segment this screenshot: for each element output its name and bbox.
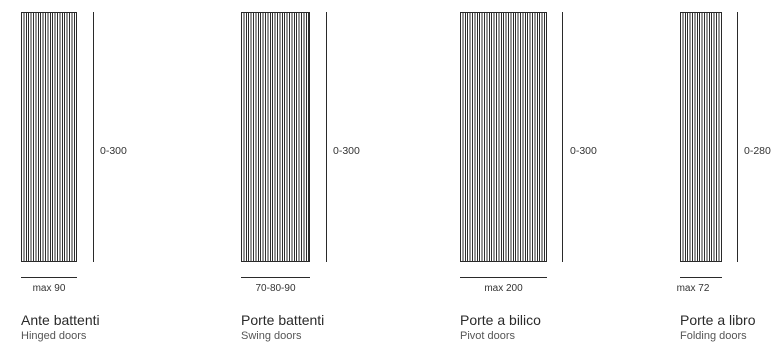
width-label: 70-80-90: [255, 283, 296, 294]
door-subtitle: Swing doors: [241, 330, 302, 342]
width-label: max 200: [484, 283, 523, 294]
height-label: 0-300: [333, 145, 360, 157]
height-label: 0-280: [744, 145, 771, 157]
height-dimension-line: [562, 12, 563, 262]
door-drawing: [21, 12, 77, 262]
width-label: max 72: [676, 283, 710, 294]
door-drawing: [241, 12, 310, 262]
width-dimension-line: [460, 277, 547, 278]
door-title: Ante battenti: [21, 312, 100, 328]
door-drawing: [460, 12, 547, 262]
height-label: 0-300: [100, 145, 127, 157]
door-subtitle: Pivot doors: [460, 330, 516, 342]
height-dimension-line: [737, 12, 738, 262]
width-dimension-line: [680, 277, 722, 278]
door-drawing: [680, 12, 722, 262]
height-dimension-line: [326, 12, 327, 262]
door-title: Porte battenti: [241, 312, 325, 328]
height-label: 0-300: [570, 145, 597, 157]
width-dimension-line: [241, 277, 310, 278]
door-subtitle: Hinged doors: [21, 330, 87, 342]
width-label: max 90: [32, 283, 66, 294]
height-dimension-line: [93, 12, 94, 262]
width-dimension-line: [21, 277, 77, 278]
door-title: Porte a libro: [680, 312, 756, 328]
door-title: Porte a bilico: [460, 312, 541, 328]
door-subtitle: Folding doors: [680, 330, 747, 342]
